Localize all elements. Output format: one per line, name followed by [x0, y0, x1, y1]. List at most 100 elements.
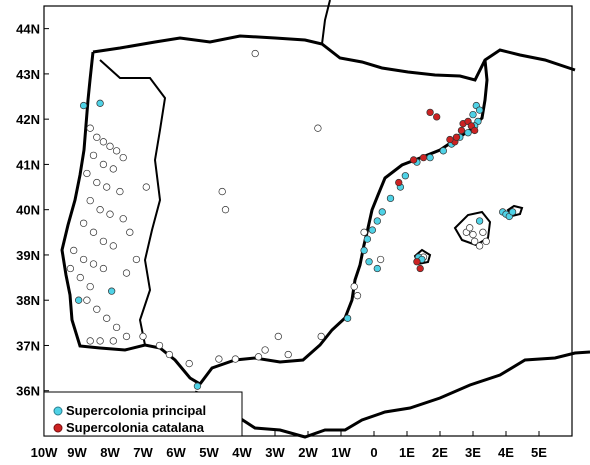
point-catalana: [457, 126, 466, 135]
point-principal: [74, 296, 83, 304]
lon-tick-label: 8W: [100, 445, 120, 460]
lon-tick-label: 9W: [67, 445, 87, 460]
point-other: [99, 138, 108, 146]
lat-tick-label: 37N: [16, 338, 40, 353]
point-other: [106, 142, 114, 150]
point-catalana: [419, 153, 428, 162]
point-other: [112, 323, 121, 332]
lon-tick-label: 5W: [199, 445, 219, 460]
lon-tick-label: 2W: [298, 445, 318, 460]
lat-tick-label: 41N: [16, 157, 40, 172]
point-other: [218, 187, 226, 196]
point-other: [353, 292, 362, 300]
lat-tick-label: 42N: [16, 112, 40, 127]
point-other: [466, 224, 474, 232]
point-other: [254, 353, 263, 361]
africa-coastline: [194, 350, 590, 439]
point-principal: [373, 264, 381, 273]
point-principal: [475, 217, 484, 225]
lon-tick-label: 1W: [331, 445, 351, 460]
point-other: [119, 153, 127, 162]
point-other: [360, 228, 368, 236]
point-other: [89, 260, 98, 268]
point-other: [350, 282, 358, 291]
point-other: [165, 350, 174, 359]
lon-tick-label: 2E: [432, 445, 448, 460]
lat-tick-label: 39N: [16, 248, 40, 263]
point-other: [93, 305, 101, 313]
point-other: [99, 264, 108, 273]
point-other: [314, 124, 322, 132]
legend-box: [43, 391, 243, 437]
point-catalana: [433, 113, 441, 121]
point-catalana: [471, 126, 479, 135]
point-other: [122, 269, 131, 277]
point-other: [79, 255, 88, 264]
border-north: [321, 0, 331, 45]
point-principal: [368, 226, 377, 234]
point-principal: [475, 106, 484, 114]
point-catalana: [409, 156, 418, 164]
point-principal: [365, 258, 373, 266]
point-catalana: [413, 258, 421, 266]
point-principal: [96, 99, 104, 107]
point-principal: [373, 217, 381, 225]
point-principal: [193, 382, 202, 390]
lon-tick-label: 3E: [465, 445, 481, 460]
point-other: [93, 133, 101, 141]
point-other: [221, 206, 230, 214]
point-other: [119, 215, 127, 223]
lat-tick-label: 43N: [16, 67, 40, 82]
point-other: [112, 147, 121, 155]
point-other: [89, 228, 98, 236]
point-other: [103, 314, 111, 322]
legend: Supercolonia principal Supercolonia cata…: [43, 391, 243, 437]
lat-tick-label: 40N: [16, 203, 40, 218]
point-principal: [439, 147, 447, 155]
point-catalana: [416, 264, 424, 273]
point-principal: [426, 153, 434, 162]
point-other: [66, 264, 75, 273]
point-catalana: [446, 135, 454, 144]
point-other: [96, 206, 104, 214]
point-other: [142, 183, 150, 191]
point-other: [155, 341, 164, 350]
point-other: [109, 242, 117, 250]
point-other: [86, 337, 94, 345]
point-principal: [79, 101, 88, 110]
lon-tick-label: 10W: [31, 445, 58, 460]
point-other: [89, 151, 98, 160]
point-principal: [107, 287, 116, 295]
point-other: [99, 160, 108, 169]
point-other: [185, 359, 193, 368]
point-other: [471, 237, 479, 246]
point-other: [70, 246, 78, 255]
point-principal: [464, 129, 472, 137]
point-principal: [363, 235, 372, 243]
point-other: [109, 165, 117, 173]
point-other: [86, 124, 94, 132]
point-other: [479, 228, 487, 236]
point-principal: [343, 314, 352, 322]
point-catalana: [426, 108, 434, 117]
point-other: [83, 169, 91, 178]
point-other: [122, 332, 131, 341]
point-other: [482, 237, 490, 246]
point-principal: [508, 208, 517, 216]
longitude-axis: 10W 9W 8W 7W 6W 5W 4W 3W 2W 1W 0 1E 2E 3E 4E 5E: [31, 431, 547, 460]
point-catalana: [395, 178, 403, 187]
lon-tick-label: 0: [370, 445, 377, 460]
lon-tick-label: 5E: [531, 445, 547, 460]
point-other: [231, 355, 240, 363]
point-other: [317, 332, 325, 341]
latitude-axis: 44N 43N 42N 41N 40N 39N 38N 37N 36N: [16, 22, 49, 399]
point-principal: [360, 246, 368, 255]
point-other: [139, 332, 147, 341]
point-other: [99, 237, 108, 246]
point-principal: [378, 208, 386, 216]
point-other: [274, 332, 282, 341]
point-other: [261, 346, 269, 354]
legend-marker-catalana: [53, 423, 63, 433]
legend-label-catalana: Supercolonia catalana: [66, 420, 205, 435]
